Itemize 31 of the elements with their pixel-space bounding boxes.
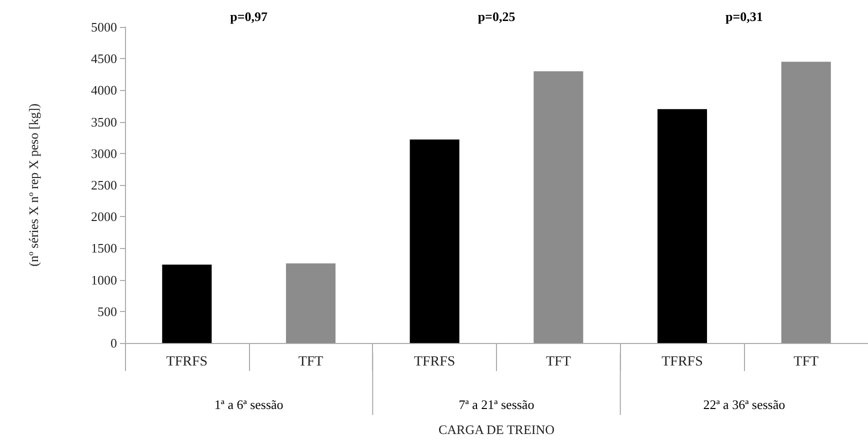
x-axis-title: CARGA DE TREINO <box>438 422 555 437</box>
y-tick-label: 5000 <box>91 20 117 34</box>
y-axis-title: (nº séries X nº rep X peso [kg]) <box>26 104 41 266</box>
y-tick-label: 500 <box>98 304 117 319</box>
x-tick-label: TFRFS <box>414 354 456 370</box>
y-tick-label: 3500 <box>91 114 117 130</box>
y-tick-label: 1000 <box>91 272 117 288</box>
y-tick-label: 4500 <box>91 51 117 66</box>
bar <box>657 109 708 343</box>
bar <box>410 139 460 343</box>
text: p=0,31 <box>725 9 763 24</box>
x-tick-label: TFT <box>794 354 819 370</box>
bar <box>781 62 831 343</box>
y-tick-label: 1500 <box>91 240 117 256</box>
text: p=0,97 <box>230 9 268 24</box>
bar <box>286 263 336 343</box>
text: p=0,25 <box>478 9 516 24</box>
y-tick-label: 0 <box>110 336 117 350</box>
x-tick-label: TFT <box>298 354 324 370</box>
text: 22ª a 36ª sessão <box>703 397 786 412</box>
x-tick-label: TFT <box>546 354 572 370</box>
bar <box>162 264 212 343</box>
text: 1ª a 6ª sessão <box>214 397 284 412</box>
y-tick-label: 2000 <box>91 209 117 224</box>
y-tick-label: 3000 <box>91 146 117 161</box>
y-tick-label: 4000 <box>91 82 117 98</box>
x-tick-label: TFRFS <box>166 354 208 370</box>
x-tick-label: TFRFS <box>662 354 703 370</box>
text: 7ª a 21ª sessão <box>458 397 534 412</box>
bar <box>534 71 584 343</box>
y-tick-label: 2500 <box>91 178 117 192</box>
